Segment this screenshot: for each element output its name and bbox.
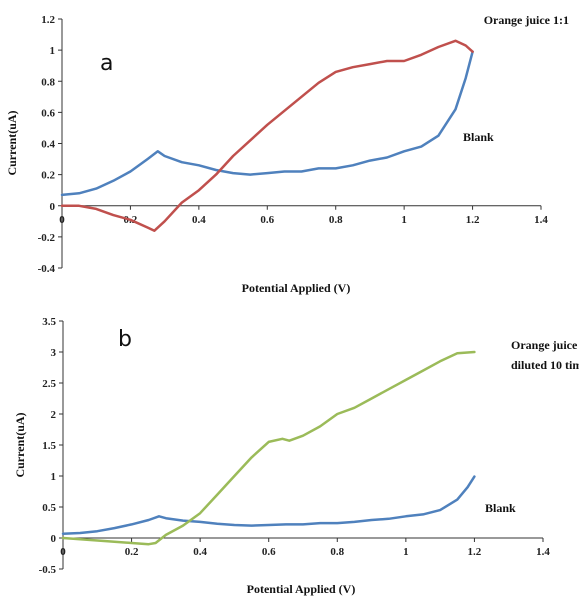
x-tick-label-a: 1: [401, 214, 407, 226]
y-tick-label-b: -0.5: [39, 564, 57, 576]
y-tick-label-b: 0: [51, 533, 57, 545]
y-tick-label-b: 3: [51, 347, 57, 359]
x-tick-label-b: 1.4: [536, 546, 550, 558]
x-tick-label-b: 0: [60, 546, 66, 558]
series-line-a-0: [60, 50, 474, 197]
y-tick-label-b: 3.5: [42, 316, 56, 328]
x-tick-label-b: 1.2: [468, 546, 482, 558]
x-tick-label-b: 0.4: [193, 546, 207, 558]
series-label-blank-a: Blank: [463, 130, 494, 144]
series-line-b-0: [61, 475, 476, 535]
x-tick-label-a: 0.6: [260, 214, 274, 226]
series-label-orange-juice-a: Orange juice 1:1: [484, 13, 569, 27]
panel-label-a: a: [100, 51, 113, 76]
y-tick-label-a: 0.6: [41, 107, 55, 119]
chart-panel-a: a Current(uA) Potential Applied (V) Oran…: [5, 13, 569, 295]
y-tick-label-a: -0.4: [38, 263, 56, 275]
series-label-orange-juice-b-line2: diluted 10 times: [511, 358, 579, 372]
x-axis-title-b: Potential Applied (V): [247, 582, 356, 596]
series-line-a-1: [60, 39, 474, 232]
x-axis-title-a: Potential Applied (V): [242, 281, 351, 295]
x-tick-label-a: 1.4: [534, 214, 548, 226]
y-tick-label-a: 1.2: [41, 14, 55, 26]
x-tick-label-b: 0.6: [262, 546, 276, 558]
x-tick-label-b: 0.2: [125, 546, 139, 558]
x-tick-label-a: 1.2: [466, 214, 480, 226]
y-tick-label-a: -0.2: [38, 232, 56, 244]
y-tick-label-a: 0.8: [41, 76, 55, 88]
y-tick-label-a: 0.4: [41, 139, 55, 151]
y-tick-label-b: 1.5: [42, 440, 56, 452]
y-tick-label-b: 2: [51, 409, 57, 421]
series-label-orange-juice-b-line1: Orange juice: [511, 338, 578, 352]
y-tick-label-b: 1: [51, 471, 57, 483]
y-tick-label-b: 0.5: [42, 502, 56, 514]
y-tick-label-a: 0.2: [41, 170, 55, 182]
y-tick-label-a: 0: [50, 201, 56, 213]
x-tick-label-b: 1: [403, 546, 409, 558]
panel-label-b: b: [118, 327, 132, 352]
chart-panel-b: b Current(uA) Potential Applied (V) Oran…: [13, 316, 579, 596]
x-tick-label-a: 0: [59, 214, 65, 226]
x-tick-label-a: 0.8: [329, 214, 343, 226]
y-tick-label-a: 1: [50, 45, 56, 57]
y-axis-title-a: Current(uA): [5, 110, 19, 175]
y-axis-title-b: Current(uA): [13, 412, 27, 477]
y-tick-label-b: 2.5: [42, 378, 56, 390]
series-line-b-1: [61, 350, 476, 546]
x-tick-label-b: 0.8: [330, 546, 344, 558]
series-label-blank-b: Blank: [485, 501, 516, 515]
x-tick-label-a: 0.4: [192, 214, 206, 226]
